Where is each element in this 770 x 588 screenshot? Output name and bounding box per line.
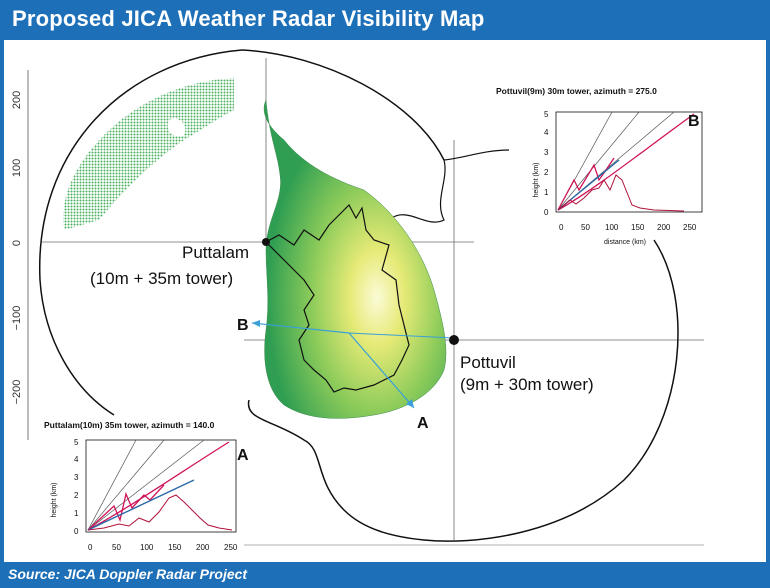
sri-lanka-terrain <box>263 99 447 419</box>
inset-b-x-ticks: 0 50 100 150 200 250 <box>559 223 697 232</box>
ocean-coverage-west <box>63 78 235 230</box>
svg-text:4: 4 <box>74 455 79 464</box>
svg-text:2: 2 <box>74 491 79 500</box>
source-caption: Source: JICA Doppler Radar Project <box>8 566 248 582</box>
svg-text:150: 150 <box>631 223 645 232</box>
y-tick-0: 0 <box>11 240 23 246</box>
svg-text:50: 50 <box>112 543 121 552</box>
inset-b-label: B <box>688 113 700 130</box>
ray-b <box>251 322 350 334</box>
svg-text:1: 1 <box>544 188 549 197</box>
puttalam-spec: (10m + 35m tower) <box>90 269 233 288</box>
pottuvil-spec: (9m + 30m tower) <box>460 375 594 394</box>
inset-b-beam-2 <box>557 111 640 211</box>
footer-bar: Source: JICA Doppler Radar Project <box>0 562 770 588</box>
ray-east <box>348 332 455 339</box>
svg-text:200: 200 <box>657 223 671 232</box>
inset-a-beam-red-jag <box>87 484 165 531</box>
coverage-boundary-north <box>383 159 446 226</box>
inset-a-terrain-profile <box>87 494 233 531</box>
svg-text:0: 0 <box>559 223 564 232</box>
inset-b-chart: Pottuvil(9m) 30m tower, azimuth = 275.0 … <box>496 86 703 246</box>
svg-text:2: 2 <box>544 168 549 177</box>
svg-text:100: 100 <box>605 223 619 232</box>
inset-a-blue-line <box>87 479 195 531</box>
coverage-boundary-northeast <box>443 149 510 161</box>
inset-a-ylabel: height (km) <box>51 482 58 517</box>
y-tick-minus100: −100 <box>11 306 23 331</box>
svg-text:0: 0 <box>74 527 79 536</box>
svg-text:1: 1 <box>74 509 79 518</box>
puttalam-range-circle <box>39 49 243 416</box>
svg-text:250: 250 <box>683 223 697 232</box>
svg-text:3: 3 <box>74 473 79 482</box>
svg-text:0: 0 <box>544 208 549 217</box>
svg-text:50: 50 <box>581 223 590 232</box>
ray-b-arrowhead <box>252 320 260 327</box>
marker-a-label: A <box>417 415 429 432</box>
inset-a-y-ticks: 0 1 2 3 4 5 <box>74 438 79 536</box>
inset-a-beam-red <box>87 441 230 531</box>
inset-a-beam-1 <box>87 439 137 531</box>
puttalam-name: Puttalam <box>182 243 249 262</box>
svg-text:5: 5 <box>544 110 549 119</box>
y-tick-200: 200 <box>11 91 23 109</box>
header-bar: Proposed JICA Weather Radar Visibility M… <box>0 0 770 40</box>
puttalam-marker <box>262 238 270 246</box>
pottuvil-range-circle <box>247 239 679 542</box>
pottuvil-marker <box>449 335 459 345</box>
inset-b-ylabel: height (km) <box>533 162 540 197</box>
svg-text:100: 100 <box>140 543 154 552</box>
pottuvil-name: Pottuvil <box>460 353 516 372</box>
inset-b-terrain-profile <box>557 174 685 212</box>
y-tick-100: 100 <box>11 159 23 177</box>
ray-a-arrowhead <box>406 399 414 408</box>
map-panel: 200 100 0 −100 −200 <box>4 40 766 562</box>
inset-b-xlabel: distance (km) <box>604 239 646 246</box>
ray-a <box>348 332 415 409</box>
y-tick-minus200: −200 <box>11 380 23 405</box>
inset-a-beam-2 <box>87 439 165 531</box>
svg-text:150: 150 <box>168 543 182 552</box>
inset-b-beam-red <box>557 113 695 211</box>
inset-a-beam-3 <box>87 439 205 531</box>
marker-b-label: B <box>237 317 249 334</box>
inset-a-label: A <box>237 447 249 464</box>
svg-text:5: 5 <box>74 438 79 447</box>
svg-text:250: 250 <box>224 543 238 552</box>
visibility-boundary <box>265 204 410 393</box>
inset-b-title: Pottuvil(9m) 30m tower, azimuth = 275.0 <box>496 86 657 96</box>
svg-text:200: 200 <box>196 543 210 552</box>
page-title: Proposed JICA Weather Radar Visibility M… <box>12 6 485 31</box>
svg-text:0: 0 <box>88 543 93 552</box>
puttalam-range-circle-top <box>241 49 445 161</box>
radar-visibility-map: 200 100 0 −100 −200 <box>11 49 704 552</box>
inset-a-x-ticks: 0 50 100 150 200 250 <box>88 543 238 552</box>
y-axis-ticks: 200 100 0 −100 −200 <box>11 91 23 405</box>
inset-a-title: Puttalam(10m) 35m tower, azimuth = 140.0 <box>44 420 215 430</box>
svg-text:3: 3 <box>544 148 549 157</box>
svg-text:4: 4 <box>544 128 549 137</box>
inset-b-y-ticks: 0 1 2 3 4 5 <box>544 110 549 217</box>
inset-a-chart: Puttalam(10m) 35m tower, azimuth = 140.0… <box>44 420 249 552</box>
coverage-gap <box>167 118 186 137</box>
